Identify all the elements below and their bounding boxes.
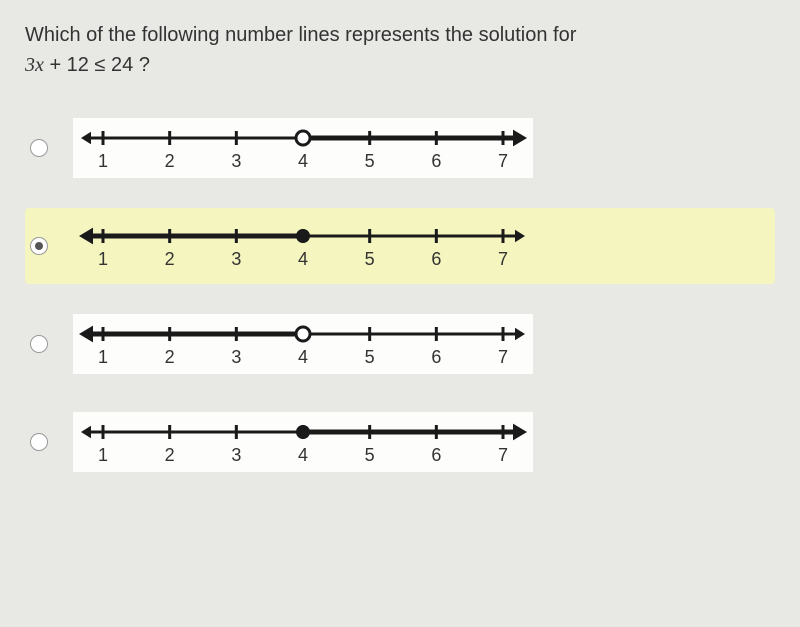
svg-text:3: 3 [231, 151, 241, 171]
svg-text:1: 1 [98, 151, 108, 171]
svg-text:2: 2 [165, 151, 175, 171]
svg-text:1: 1 [98, 347, 108, 367]
numberline-0: 1 2 3 4 5 6 7 [73, 118, 533, 178]
svg-text:4: 4 [298, 445, 308, 465]
svg-text:6: 6 [431, 151, 441, 171]
radio-option-2[interactable] [30, 335, 48, 353]
svg-text:1: 1 [98, 445, 108, 465]
svg-text:5: 5 [365, 249, 375, 269]
radio-option-3[interactable] [30, 433, 48, 451]
svg-text:2: 2 [165, 445, 175, 465]
svg-text:3: 3 [231, 249, 241, 269]
radio-option-1[interactable] [30, 237, 48, 255]
svg-text:7: 7 [498, 249, 508, 269]
svg-text:5: 5 [365, 151, 375, 171]
svg-text:5: 5 [365, 445, 375, 465]
svg-text:6: 6 [431, 445, 441, 465]
expr-rhs: 24 ? [111, 54, 150, 76]
svg-text:4: 4 [298, 151, 308, 171]
numberline-3: 1 2 3 4 5 6 7 [73, 412, 533, 472]
radio-option-0[interactable] [30, 139, 48, 157]
svg-text:4: 4 [298, 249, 308, 269]
svg-text:2: 2 [165, 249, 175, 269]
option-row-0[interactable]: 1 2 3 4 5 6 7 [25, 110, 775, 186]
svg-text:6: 6 [431, 347, 441, 367]
svg-text:7: 7 [498, 347, 508, 367]
option-row-3[interactable]: 1 2 3 4 5 6 7 [25, 404, 775, 480]
options-list: 1 2 3 4 5 6 7 1 2 3 4 5 6 7 1 2 3 4 5 6 7 1 2 3 4 5 6 7 [25, 110, 775, 480]
expr-op: ≤ [89, 54, 111, 76]
svg-text:4: 4 [298, 347, 308, 367]
svg-text:3: 3 [231, 347, 241, 367]
svg-text:5: 5 [365, 347, 375, 367]
svg-text:3: 3 [231, 445, 241, 465]
svg-text:7: 7 [498, 151, 508, 171]
svg-text:1: 1 [98, 249, 108, 269]
expr-plus: + 12 [44, 54, 89, 76]
question-line1: Which of the following number lines repr… [25, 24, 576, 46]
svg-text:2: 2 [165, 347, 175, 367]
svg-text:7: 7 [498, 445, 508, 465]
numberline-1: 1 2 3 4 5 6 7 [73, 216, 533, 276]
expr-coeff: 3 [25, 54, 35, 76]
option-row-1[interactable]: 1 2 3 4 5 6 7 [25, 208, 775, 284]
option-row-2[interactable]: 1 2 3 4 5 6 7 [25, 306, 775, 382]
svg-text:6: 6 [431, 249, 441, 269]
numberline-2: 1 2 3 4 5 6 7 [73, 314, 533, 374]
expr-var: x [35, 54, 44, 76]
question-text: Which of the following number lines repr… [25, 20, 775, 80]
